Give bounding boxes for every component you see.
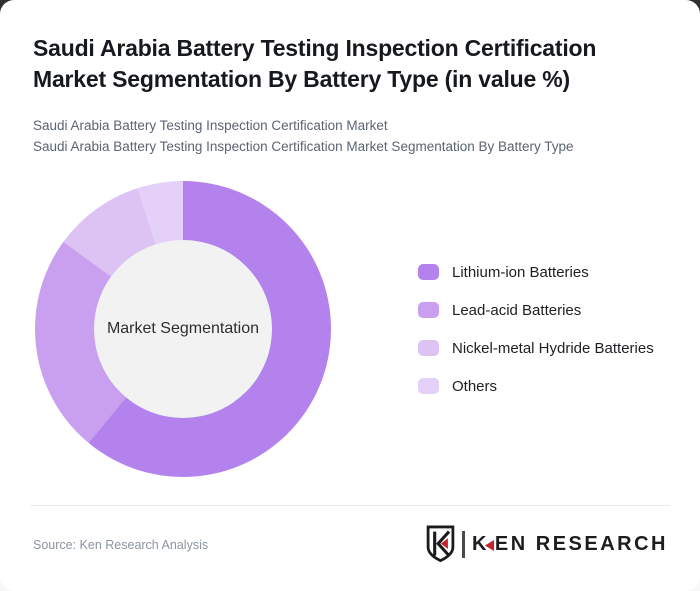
title-line-1: Saudi Arabia Battery Testing Inspection … [33,35,597,61]
legend-item-others: Others [418,377,654,395]
chart-legend: Lithium-ion Batteries Lead-acid Batterie… [418,263,654,395]
legend-item-lead-acid: Lead-acid Batteries [418,301,654,319]
legend-swatch-lead-acid [418,302,439,318]
donut-center-label: Market Segmentation [106,320,260,337]
donut-center: Market Segmentation [94,240,272,418]
donut-chart: Market Segmentation [35,181,331,477]
footer-divider [30,505,670,506]
brand-text-rest: EN RESEARCH [494,532,668,555]
ken-research-shield-icon [426,525,455,563]
legend-swatch-others [418,378,439,394]
legend-swatch-nickel-metal-hydride [418,340,439,356]
legend-label: Lead-acid Batteries [452,301,582,319]
brand-red-triangle-icon [484,539,494,551]
legend-item-nickel-metal-hydride: Nickel-metal Hydride Batteries [418,339,654,357]
brand-wordmark: K EN RESEARCH [472,533,668,556]
legend-swatch-lithium-ion [418,264,439,280]
ken-research-logo: K EN RESEARCH [425,524,668,564]
legend-label: Lithium-ion Batteries [452,263,589,281]
subtitle-line-2: Saudi Arabia Battery Testing Inspection … [33,139,574,154]
legend-label: Nickel-metal Hydride Batteries [452,339,654,357]
brand-letter-k: K [471,532,489,555]
legend-label: Others [452,377,498,395]
logo-divider-bar [461,530,465,558]
subtitle-block: Saudi Arabia Battery Testing Inspection … [33,115,574,157]
source-note: Source: Ken Research Analysis [33,538,209,552]
title-line-2: Market Segmentation By Battery Type (in … [33,66,570,92]
legend-item-lithium-ion: Lithium-ion Batteries [418,263,654,281]
subtitle-line-1: Saudi Arabia Battery Testing Inspection … [33,118,388,133]
page-title: Saudi Arabia Battery Testing Inspection … [33,33,683,95]
